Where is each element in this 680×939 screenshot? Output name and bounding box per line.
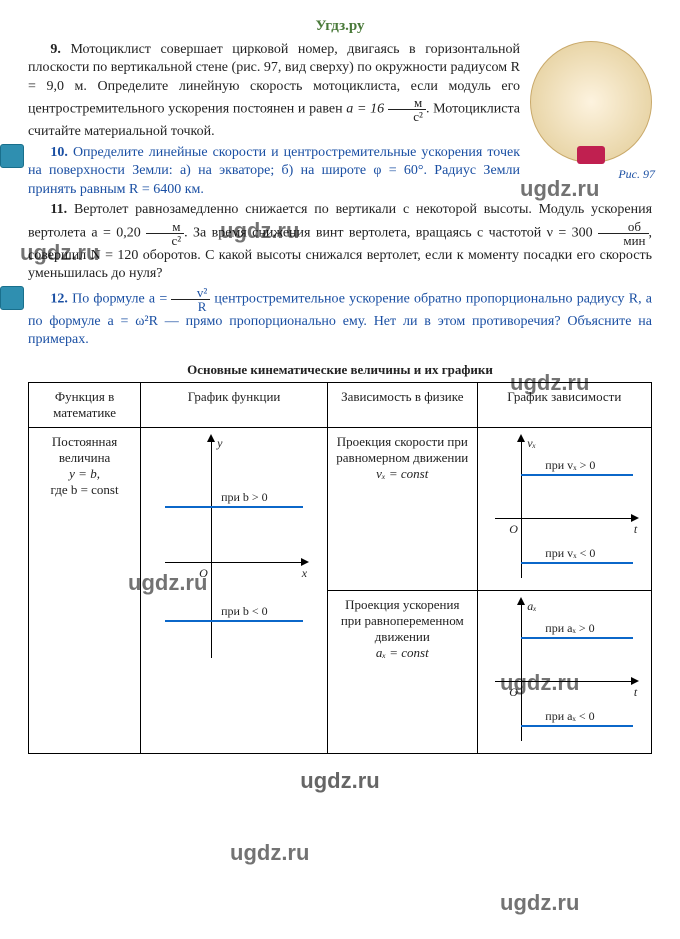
problem-number: 11. bbox=[50, 202, 67, 217]
cell-physics-dep: Проекция скорости при равномерном движен… bbox=[328, 427, 478, 590]
cell-graph-ax: aₓ t O при aₓ > 0 при aₓ < 0 bbox=[477, 590, 651, 753]
graph-yx: y x O при b > 0 при b < 0 bbox=[159, 434, 309, 664]
col-header: График функции bbox=[141, 382, 328, 427]
cell-graph-function: y x O при b > 0 при b < 0 bbox=[141, 427, 328, 753]
owl-icon bbox=[0, 144, 24, 168]
equation-a: a = 16 bbox=[346, 102, 388, 117]
cell-physics-dep: Проекция ускорения при равнопеременном д… bbox=[328, 590, 478, 753]
motorcycle-icon bbox=[577, 146, 605, 164]
cell-function: Постоянная величина y = b, где b = const bbox=[29, 427, 141, 753]
problem-11: 11. Вертолет равнозамедленно снижается п… bbox=[28, 201, 652, 283]
fraction: мс² bbox=[146, 220, 184, 247]
page: Угдз.ру ugdz.ru ugdz.ru ugdz.ru ugdz.ru … bbox=[0, 0, 680, 804]
figure-97: Рис. 97 bbox=[530, 41, 652, 163]
footer-watermark: ugdz.ru bbox=[28, 768, 652, 794]
watermark: ugdz.ru bbox=[500, 890, 579, 916]
owl-icon bbox=[0, 286, 24, 310]
problem-number: 9. bbox=[50, 42, 61, 57]
problem-text: По формуле a = bbox=[72, 291, 171, 306]
problem-text: Определите линейные скорости и центростр… bbox=[28, 145, 520, 197]
fraction: обмин bbox=[598, 220, 649, 247]
col-header: Функция в математике bbox=[29, 382, 141, 427]
problem-number: 10. bbox=[50, 145, 68, 160]
problem-12: 12. По формуле a = v²R центростремительн… bbox=[28, 286, 652, 350]
fraction: мс² bbox=[388, 96, 426, 123]
table-title: Основные кинематические величины и их гр… bbox=[28, 362, 652, 378]
site-header: Угдз.ру bbox=[28, 18, 652, 35]
col-header: График зависимости bbox=[477, 382, 651, 427]
problem-number: 12. bbox=[50, 291, 68, 306]
kinematics-table: Функция в математике График функции Зави… bbox=[28, 382, 652, 754]
graph-vx: vₓ t O при vₓ > 0 при vₓ < 0 bbox=[489, 434, 639, 584]
col-header: Зависимость в физике bbox=[328, 382, 478, 427]
cell-graph-vx: vₓ t O при vₓ > 0 при vₓ < 0 bbox=[477, 427, 651, 590]
problem-text: . За время снижения винт вертолета, вращ… bbox=[184, 225, 598, 240]
figure-caption: Рис. 97 bbox=[618, 167, 655, 182]
graph-ax: aₓ t O при aₓ > 0 при aₓ < 0 bbox=[489, 597, 639, 747]
fraction: v²R bbox=[171, 286, 210, 313]
watermark: ugdz.ru bbox=[230, 840, 309, 866]
